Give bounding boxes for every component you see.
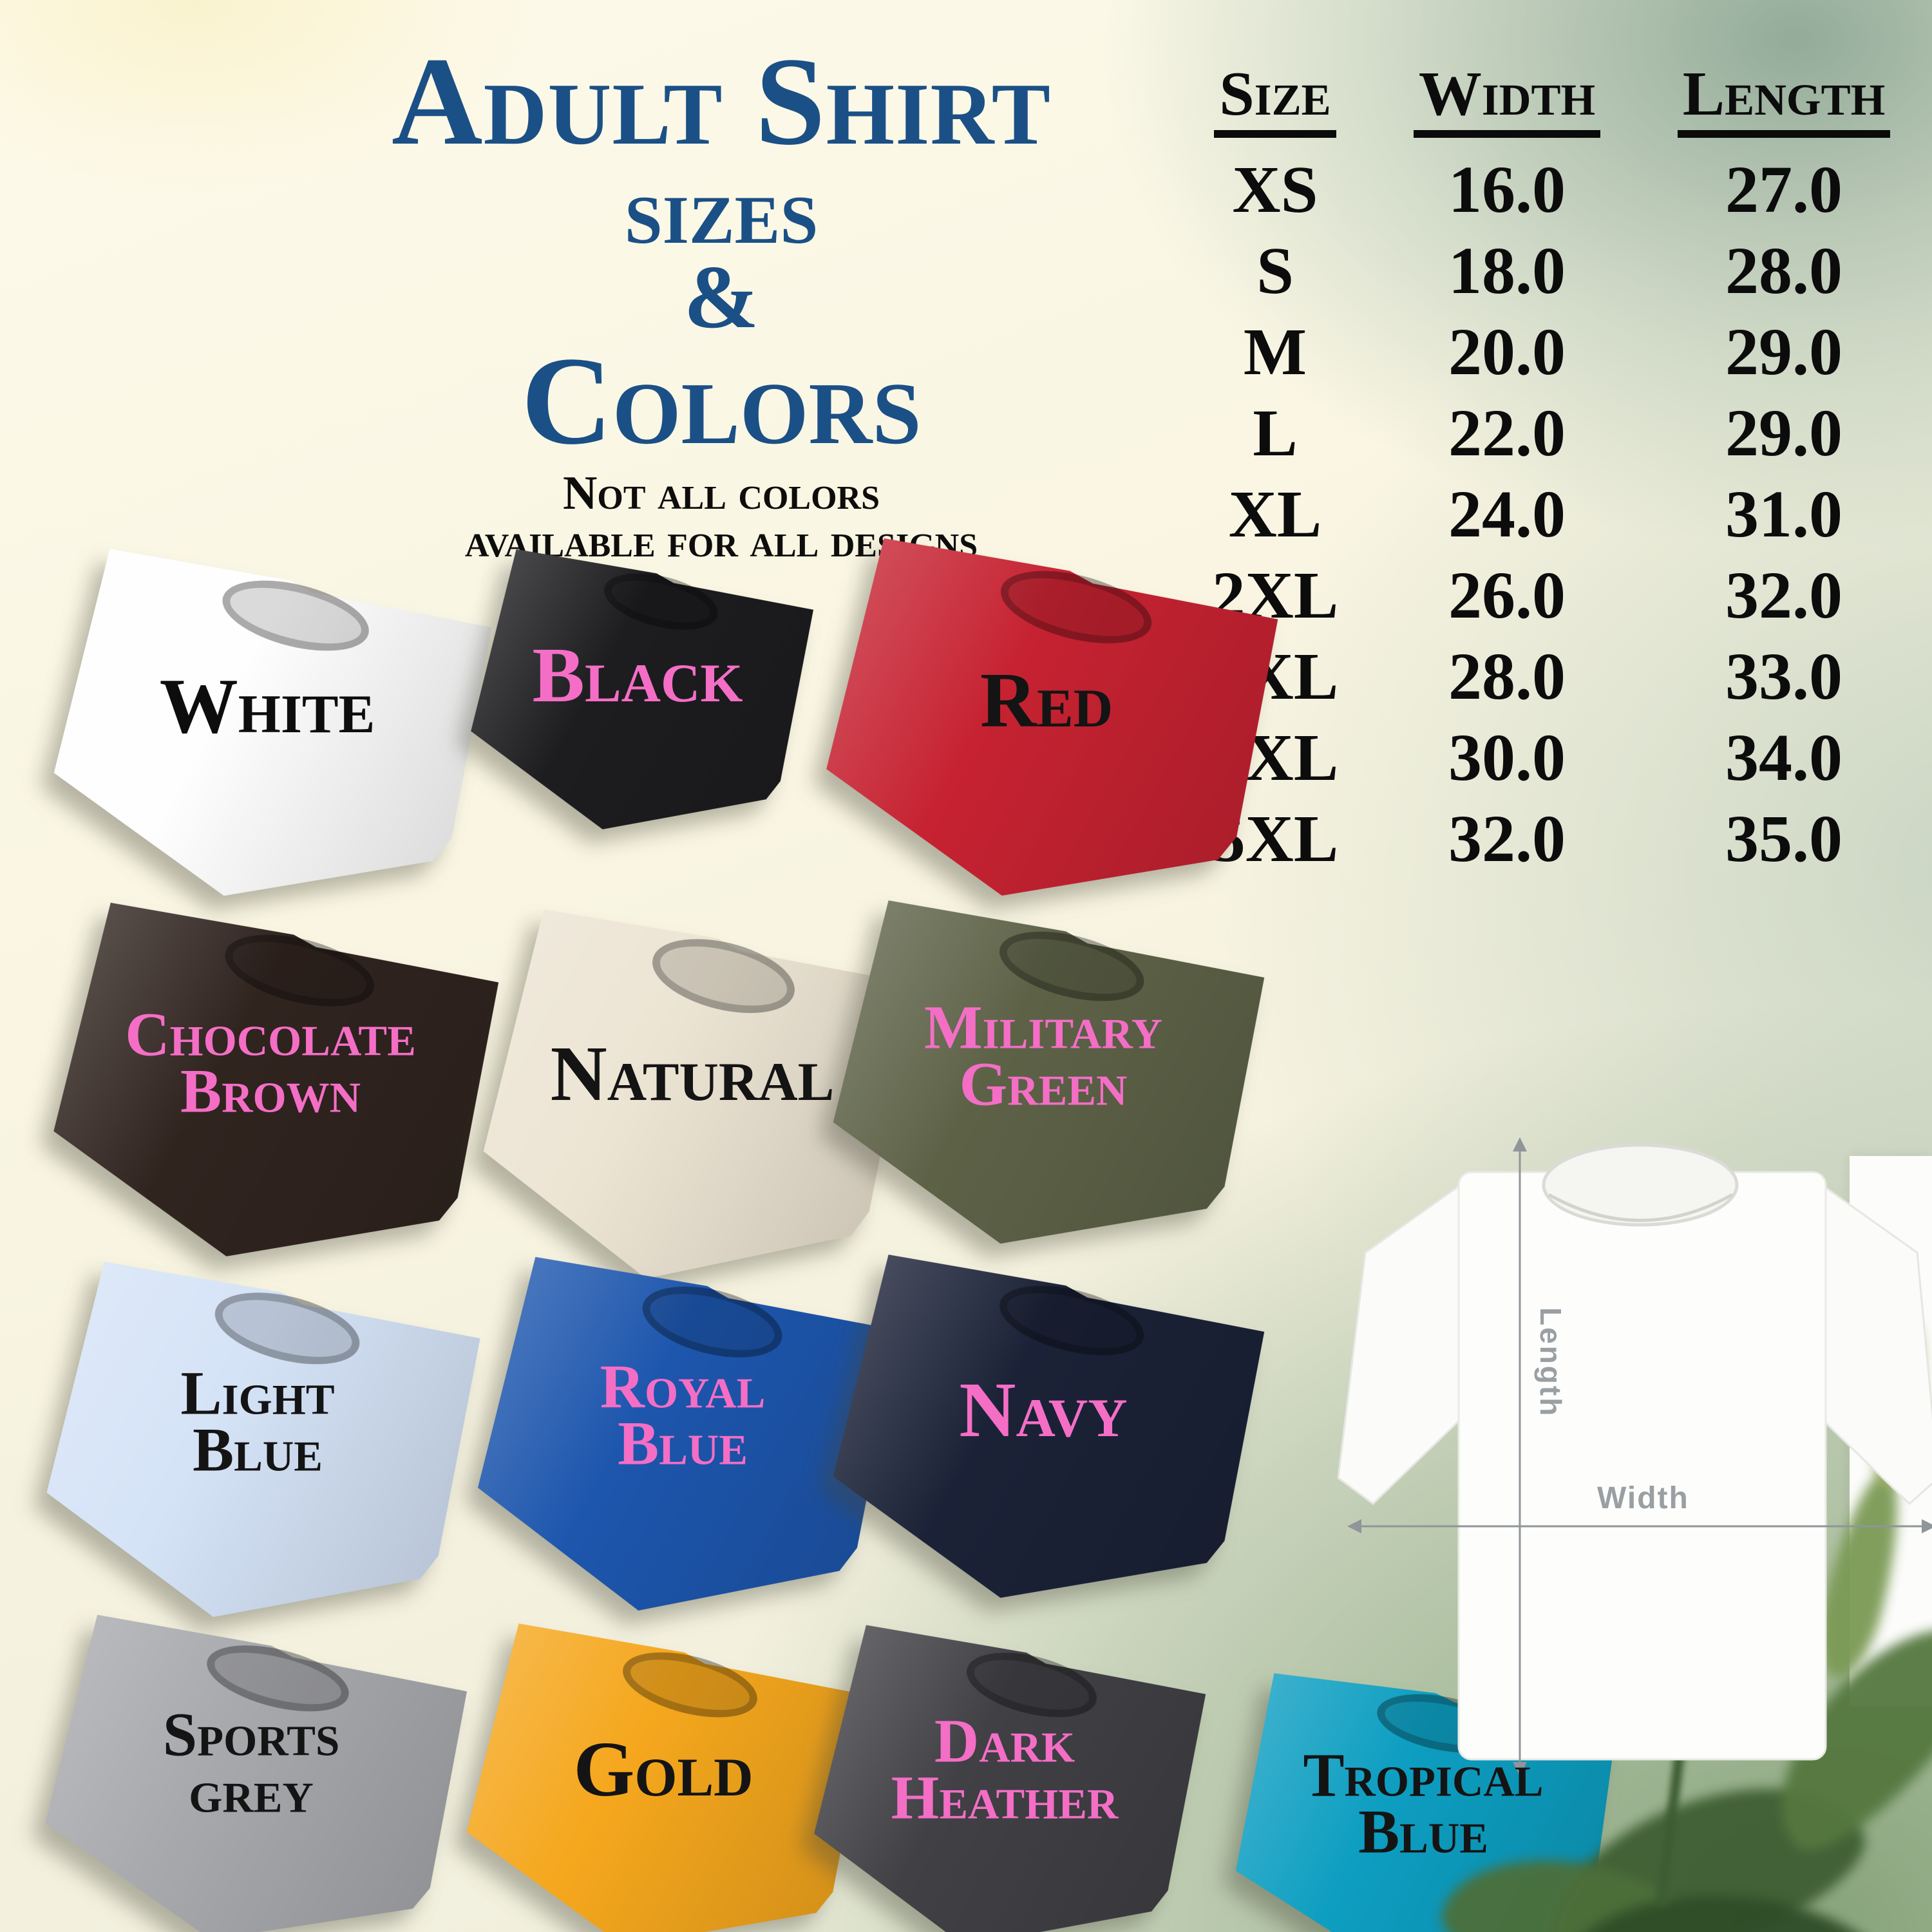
page-title: Adult Shirt sizes & Colors Not all color… [270, 32, 1172, 568]
shirt-black: Black [480, 570, 795, 834]
color-label-line: Military [924, 992, 1162, 1062]
color-label: Navy [959, 1366, 1128, 1454]
column-header: Width [1413, 61, 1601, 138]
color-label: Dark Heather [891, 1706, 1119, 1832]
color-label-line: Navy [959, 1366, 1128, 1454]
length-arrow-down-icon [1513, 1762, 1527, 1776]
length-cell: 27.0 [1725, 152, 1842, 227]
length-cell: 29.0 [1725, 314, 1842, 389]
color-label: Chocolate Brown [125, 999, 416, 1126]
color-label-line: Red [980, 656, 1113, 744]
shirt-sports-grey: Sports grey [55, 1642, 448, 1932]
length-cell: 29.0 [1725, 395, 1842, 470]
length-cell: 35.0 [1725, 801, 1842, 876]
tshirt-left-sleeve [1337, 1180, 1466, 1505]
tshirt-body [1457, 1171, 1827, 1761]
color-label: Black [532, 631, 743, 719]
availability-note-line2: available for all designs [464, 515, 978, 568]
width-cell: 26.0 [1448, 558, 1566, 632]
color-label-line: Dark [934, 1706, 1075, 1776]
availability-note-line1: Not all colors [562, 467, 880, 520]
collar-shadow-line [1548, 1193, 1734, 1222]
shirt-tropical-blue: Tropical Blue [1243, 1690, 1604, 1932]
color-label: Red [980, 656, 1113, 744]
color-label-line: Heather [891, 1763, 1119, 1832]
shirt-light-blue: Light Blue [58, 1288, 457, 1623]
size-cell: XS [1232, 152, 1318, 227]
length-cell: 28.0 [1725, 233, 1842, 308]
width-arrow-left-icon [1347, 1519, 1361, 1533]
width-cell: 32.0 [1448, 801, 1566, 876]
tshirt-collar [1542, 1143, 1739, 1227]
shirt-gold: Gold [477, 1649, 850, 1932]
color-label-line: Green [959, 1050, 1128, 1119]
width-cell: 24.0 [1448, 477, 1566, 551]
shirt-white: White [64, 576, 470, 902]
color-label-line: Blue [1358, 1797, 1488, 1866]
length-arrow-up-icon [1513, 1137, 1527, 1151]
width-cell: 18.0 [1448, 233, 1566, 308]
size-table-body: XS 16.0 27.0 S 18.0 28.0 M 20.0 29.0 L 22.0 29.0 XL 2… [1179, 149, 1926, 880]
shirt-navy: Navy [844, 1282, 1243, 1604]
color-label: Military Green [924, 992, 1162, 1119]
size-cell: M [1243, 314, 1307, 389]
color-label: White [159, 662, 375, 750]
shirt-military-green: Military Green [844, 927, 1243, 1249]
size-cell: S [1256, 233, 1294, 308]
shirt-chocolate-brown: Chocolate Brown [64, 931, 477, 1262]
width-cell: 28.0 [1448, 639, 1566, 714]
length-cell: 32.0 [1725, 558, 1842, 632]
column-header: Length [1677, 61, 1891, 138]
size-table-header: Size Width Length [1179, 61, 1926, 138]
color-label-line: White [159, 662, 375, 750]
width-arrow-right-icon [1922, 1519, 1932, 1533]
color-label-line: Tropical [1303, 1740, 1544, 1810]
color-label-line: Blue [193, 1416, 323, 1484]
width-cell: 30.0 [1448, 720, 1566, 795]
color-label-line: Royal [600, 1352, 766, 1421]
shirt-natural: Natural [496, 934, 889, 1285]
color-label: Light Blue [180, 1358, 335, 1484]
color-label: Natural [550, 1030, 835, 1117]
title-line-colors: Colors [521, 331, 922, 471]
width-cell: 22.0 [1448, 395, 1566, 470]
width-label: Width [1597, 1481, 1689, 1515]
color-label: Royal Blue [600, 1352, 766, 1478]
color-label-line: Blue [618, 1409, 748, 1478]
length-cell: 33.0 [1725, 639, 1842, 714]
color-label-line: Light [180, 1358, 335, 1428]
color-label-line: Brown [180, 1057, 361, 1126]
color-label: Tropical Blue [1303, 1740, 1544, 1866]
color-label-line: Sports [162, 1700, 340, 1769]
length-cell: 31.0 [1725, 477, 1842, 551]
size-table: Size Width Length XS 16.0 27.0 S 18.0 28.0 M 20.0… [1179, 61, 1926, 880]
size-cell: L [1253, 395, 1298, 470]
column-header: Size [1214, 61, 1336, 138]
length-cell: 34.0 [1725, 720, 1842, 795]
color-label-line: Natural [550, 1030, 835, 1117]
length-label: Length [1534, 1307, 1567, 1417]
tshirt-right-sleeve [1816, 1180, 1932, 1506]
title-line-adult-shirt: Adult Shirt [392, 32, 1051, 171]
shirt-red: Red [837, 567, 1256, 902]
shirt-royal-blue: Royal Blue [489, 1282, 876, 1616]
size-cell: XL [1228, 477, 1322, 551]
color-label-line: Gold [573, 1725, 753, 1813]
width-cell: 20.0 [1448, 314, 1566, 389]
color-label-line: Black [532, 631, 743, 719]
title-line-sizes: sizes [624, 156, 819, 265]
tshirt-measurement-diagram: Length Width [1337, 1137, 1932, 1776]
shirt-dark-heather: Dark Heather [824, 1649, 1185, 1932]
title-ampersand: & [683, 247, 759, 348]
color-label: Sports grey [162, 1700, 340, 1826]
color-label-line: grey [189, 1757, 314, 1826]
color-label: Gold [573, 1725, 753, 1813]
width-cell: 16.0 [1448, 152, 1566, 227]
color-label-line: Chocolate [125, 999, 416, 1069]
